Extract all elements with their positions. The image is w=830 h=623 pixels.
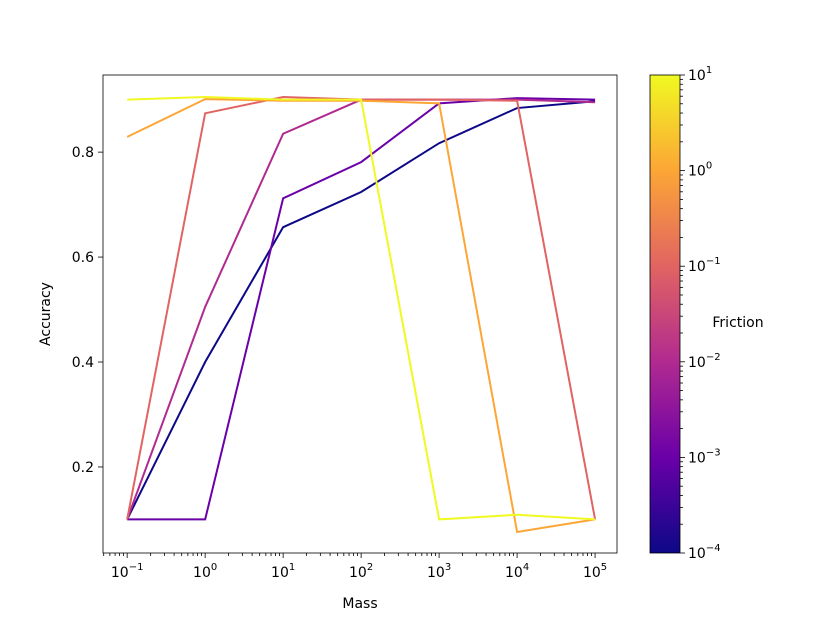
x-tick-label-exponent: 4 — [523, 562, 529, 573]
x-tick-label-base: 10 — [583, 565, 601, 581]
colorbar-tick-label-base: 10 — [688, 68, 706, 84]
colorbar-tick-label: 10−4 — [688, 543, 721, 562]
colorbar-tick-label-base: 10 — [688, 546, 706, 562]
colorbar-tick-label: 10−2 — [688, 352, 721, 371]
series-line — [127, 97, 596, 521]
x-tick-label-base: 10 — [349, 565, 367, 581]
colorbar-tick-label: 101 — [688, 65, 712, 84]
colorbar-tick-label-exponent: 0 — [706, 161, 712, 172]
y-axis-label: Accuracy — [38, 282, 54, 346]
x-tick-label-base: 10 — [111, 565, 129, 581]
x-tick-label-exponent: 0 — [211, 562, 217, 573]
x-tick-label: 101 — [271, 562, 295, 581]
x-tick-label-base: 10 — [193, 565, 211, 581]
colorbar-tick-label: 10−3 — [688, 447, 721, 466]
x-tick-label-base: 10 — [505, 565, 523, 581]
x-tick-label: 100 — [193, 562, 217, 581]
colorbar — [649, 74, 681, 554]
x-tick-label: 104 — [505, 562, 529, 581]
y-tick-label: 0.2 — [72, 460, 94, 476]
colorbar-tick-label-exponent: −2 — [706, 352, 721, 363]
x-tick-label: 102 — [349, 562, 373, 581]
colorbar-label: Friction — [712, 315, 763, 331]
series-line — [126, 98, 596, 534]
x-tick-label-exponent: 2 — [367, 562, 373, 573]
colorbar-tick-label-exponent: −1 — [706, 256, 721, 267]
colorbar-tick-label-exponent: −3 — [706, 447, 721, 458]
x-tick-label-base: 10 — [427, 565, 445, 581]
y-tick-label: 0.6 — [72, 250, 94, 266]
colorbar-tick-label: 100 — [688, 161, 712, 180]
x-tick-label-exponent: 1 — [289, 562, 295, 573]
x-tick-label-exponent: 5 — [601, 562, 607, 573]
x-axis-label: Mass — [342, 596, 377, 612]
colorbar-tick-label: 10−1 — [688, 256, 721, 275]
colorbar-tick-label-base: 10 — [688, 259, 706, 275]
series-line — [126, 100, 596, 520]
x-tick-label: 103 — [427, 562, 451, 581]
x-tick-label: 10−1 — [111, 562, 144, 581]
x-tick-label-base: 10 — [271, 565, 289, 581]
colorbar-tick-label-exponent: 1 — [706, 65, 712, 76]
x-tick-label-exponent: 3 — [445, 562, 451, 573]
x-tick-label: 105 — [583, 562, 607, 581]
colorbar-tick-label-base: 10 — [688, 355, 706, 371]
colorbar-tick-label-exponent: −4 — [706, 543, 721, 554]
y-tick-label: 0.4 — [72, 355, 94, 371]
colorbar-tick-label-base: 10 — [688, 450, 706, 466]
series-line — [127, 96, 596, 521]
series-line — [126, 96, 597, 520]
y-tick-label: 0.8 — [72, 145, 94, 161]
plot-frame — [102, 74, 618, 554]
colorbar-tick-label-base: 10 — [688, 164, 706, 180]
x-tick-label-exponent: −1 — [129, 562, 144, 573]
